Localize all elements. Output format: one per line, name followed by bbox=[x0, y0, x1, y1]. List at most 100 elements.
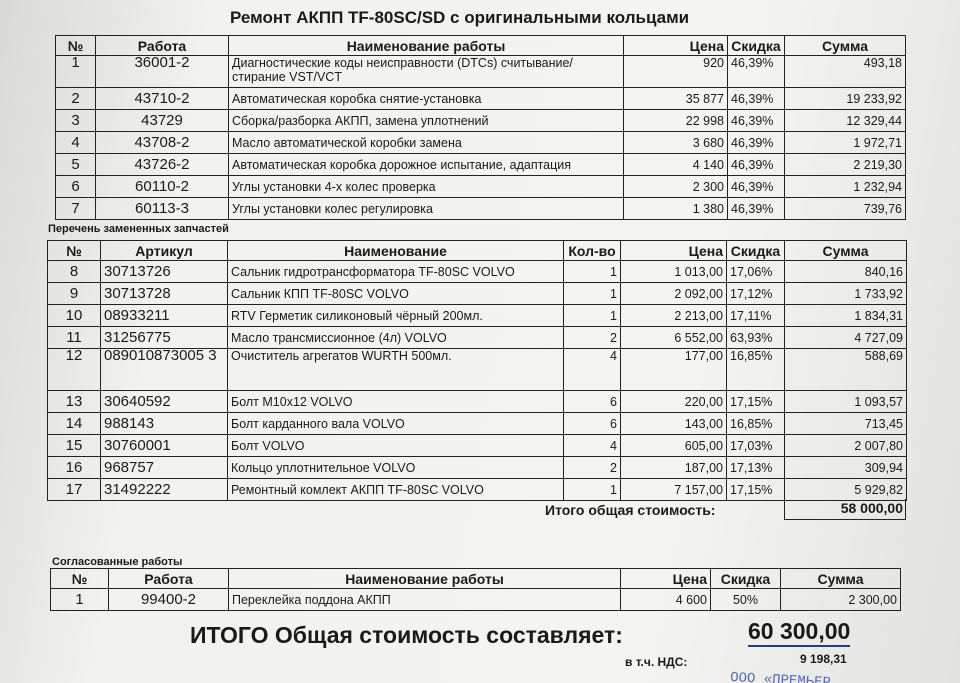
table-cell: Масло трансмиссионное (4л) VOLVO bbox=[227, 326, 564, 349]
table-cell: 19 233,92 bbox=[784, 87, 906, 110]
table-cell: 3 bbox=[55, 109, 96, 132]
table-cell: Ремонтный комлект АКПП TF-80SC VOLVO bbox=[227, 478, 564, 501]
table-row: 6 60110-2 Углы установки 4-х колес проверк… bbox=[55, 175, 906, 198]
table-row: 7 60113-3 Углы установки колес регулировка… bbox=[55, 197, 906, 220]
table-row: 14 988143 Болт карданного вала VOLVO 6 143,0… bbox=[47, 412, 907, 435]
column-header: Цена bbox=[620, 240, 727, 261]
vat-label: в т.ч. НДС: bbox=[625, 655, 688, 669]
column-header: Скидка bbox=[727, 35, 785, 56]
table-cell: 11 bbox=[47, 326, 101, 349]
column-header: Работа bbox=[108, 568, 229, 589]
table-cell: 43708-2 bbox=[95, 131, 229, 154]
table-cell: 30760001 bbox=[100, 434, 228, 457]
table-cell: Сальник гидротрансформатора TF-80SC VOLV… bbox=[227, 260, 564, 283]
table-cell: Болт M10x12 VOLVO bbox=[227, 390, 564, 413]
works-table: № Работа Наименование работы Цена Скидка Сумм… bbox=[55, 35, 906, 220]
table-cell: 1 013,00 bbox=[620, 260, 727, 283]
table-cell: 17,03% bbox=[726, 434, 785, 457]
svg-text:ООО «ПРЕМЬЕР ...: ООО «ПРЕМЬЕР ... bbox=[730, 670, 865, 683]
agreed-header-row: № Работа Наименование работы Цена Скидка Сумм… bbox=[50, 568, 901, 589]
table-cell: 22 998 bbox=[623, 109, 728, 132]
table-cell: 17,11% bbox=[726, 304, 785, 327]
table-cell: Болт VOLVO bbox=[227, 434, 564, 457]
table-cell: 60110-2 bbox=[95, 175, 229, 198]
table-cell: 46,39% bbox=[727, 109, 785, 132]
table-cell: 5 bbox=[55, 153, 96, 176]
table-cell: 2 007,80 bbox=[784, 434, 907, 457]
table-cell: 143,00 bbox=[620, 412, 727, 435]
table-cell: 7 157,00 bbox=[620, 478, 727, 501]
table-cell: 1 bbox=[50, 588, 109, 611]
table-cell: 46,39% bbox=[727, 87, 785, 110]
table-cell: 2 219,30 bbox=[784, 153, 906, 176]
table-cell: 7 bbox=[55, 197, 96, 220]
table-cell: 17,13% bbox=[726, 456, 785, 479]
table-cell: 920 bbox=[623, 55, 728, 88]
table-row: 4 43708-2 Масло автоматической коробки зам… bbox=[55, 131, 906, 154]
table-cell: 2 300,00 bbox=[780, 588, 901, 611]
table-cell: 60113-3 bbox=[95, 197, 229, 220]
table-cell: 6 552,00 bbox=[620, 326, 727, 349]
table-cell: 36001-2 bbox=[95, 55, 229, 88]
table-cell: 713,45 bbox=[784, 412, 907, 435]
table-row: 17 31492222 Ремонтный комлект АКПП TF-80SC… bbox=[47, 478, 907, 501]
table-cell: 43710-2 bbox=[95, 87, 229, 110]
document-title: Ремонт АКПП TF-80SC/SD с оригинальными к… bbox=[230, 8, 690, 27]
parts-total-label: Итого общая стоимость: bbox=[545, 502, 716, 518]
table-cell: 1 bbox=[563, 304, 621, 327]
table-cell: 30713728 bbox=[100, 282, 228, 305]
table-cell: Автоматическая коробка снятие-установка bbox=[228, 87, 624, 110]
table-row: 12 089010873005 3 Очиститель агрегатов WUR… bbox=[47, 348, 907, 391]
table-row: 1 99400-2 Переклейка поддона АКПП 4 600 50% 2… bbox=[50, 588, 901, 611]
table-row: 16 968757 Кольцо уплотнительное VOLVO 2 187,… bbox=[47, 456, 907, 479]
table-cell: 493,18 bbox=[784, 55, 906, 88]
table-cell: Углы установки колес регулировка bbox=[228, 197, 624, 220]
vat-value: 9 198,31 bbox=[800, 652, 847, 666]
table-cell: 14 bbox=[47, 412, 101, 435]
table-cell: 46,39% bbox=[727, 175, 785, 198]
table-row: 10 08933211 RTV Герметик силиконовый чёрны… bbox=[47, 304, 907, 327]
agreed-table: № Работа Наименование работы Цена Скидка Сумм… bbox=[50, 568, 901, 611]
column-header: № bbox=[55, 35, 96, 56]
table-cell: 1 380 bbox=[623, 197, 728, 220]
table-cell: 99400-2 bbox=[108, 588, 229, 611]
table-cell: Углы установки 4-х колес проверка bbox=[228, 175, 624, 198]
table-row: 13 30640592 Болт M10x12 VOLVO 6 220,00 17,15%… bbox=[47, 390, 907, 413]
table-cell: 1 bbox=[563, 260, 621, 283]
parts-total-value: 58 000,00 bbox=[784, 499, 906, 520]
table-cell: 4 bbox=[563, 348, 621, 391]
table-cell: 1 bbox=[563, 478, 621, 501]
column-header: Наименование работы bbox=[228, 568, 621, 589]
column-header: Работа bbox=[95, 35, 229, 56]
table-cell: 08933211 bbox=[100, 304, 228, 327]
parts-table: № Артикул Наименование Кол-во Цена Скидка Сумм… bbox=[47, 240, 907, 501]
column-header: Цена bbox=[620, 568, 711, 589]
table-cell: 1 972,71 bbox=[784, 131, 906, 154]
table-cell: 50% bbox=[710, 588, 781, 611]
table-cell: 187,00 bbox=[620, 456, 727, 479]
table-cell: 968757 bbox=[100, 456, 228, 479]
table-cell: 3 680 bbox=[623, 131, 728, 154]
table-cell: 6 bbox=[563, 412, 621, 435]
table-cell: Очиститель агрегатов WURTH 500мл. bbox=[227, 348, 564, 391]
table-cell: 46,39% bbox=[727, 131, 785, 154]
table-cell: 12 bbox=[47, 348, 101, 391]
table-cell: 17,12% bbox=[726, 282, 785, 305]
table-cell: 2 bbox=[563, 326, 621, 349]
table-cell: 17,15% bbox=[726, 478, 785, 501]
table-cell: 5 929,82 bbox=[784, 478, 907, 501]
column-header: № bbox=[47, 240, 101, 261]
table-cell: 2 300 bbox=[623, 175, 728, 198]
table-row: 8 30713726 Сальник гидротрансформатора TF-… bbox=[47, 260, 907, 283]
column-header: № bbox=[50, 568, 109, 589]
table-cell: 12 329,44 bbox=[784, 109, 906, 132]
table-cell: 8 bbox=[47, 260, 101, 283]
table-row: 3 43729 Сборка/разборка АКПП, замена уплот… bbox=[55, 109, 906, 132]
column-header: Сумма bbox=[784, 240, 907, 261]
table-cell: 30640592 bbox=[100, 390, 228, 413]
column-header: Скидка bbox=[726, 240, 785, 261]
table-cell: 16,85% bbox=[726, 348, 785, 391]
table-cell: 46,39% bbox=[727, 153, 785, 176]
table-cell: 4 bbox=[563, 434, 621, 457]
table-cell: Масло автоматической коробки замена bbox=[228, 131, 624, 154]
